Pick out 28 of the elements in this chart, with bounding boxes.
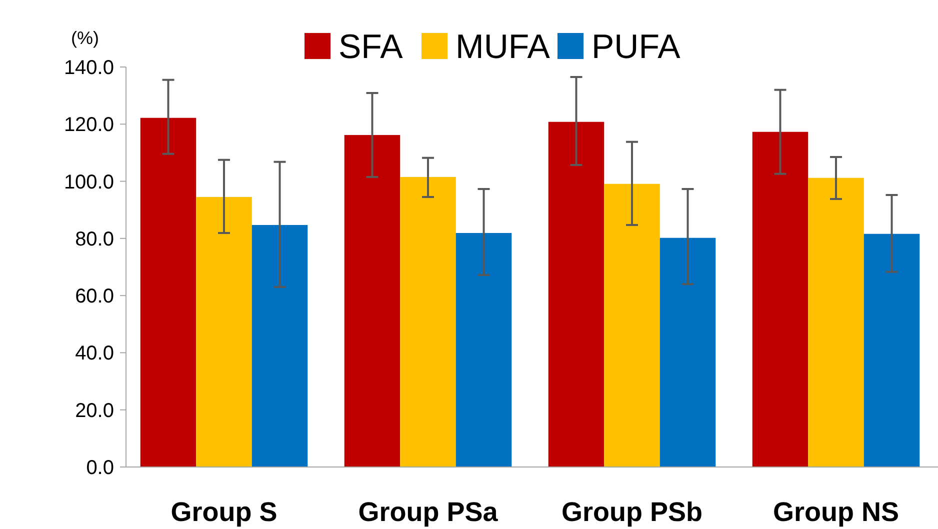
y-tick-label: 40.0 [75,342,114,365]
bar [548,122,604,467]
bar [752,132,808,467]
y-tick-label: 120.0 [64,114,114,136]
y-axis-title: (%) [71,28,99,48]
bar [400,177,456,467]
bar [252,225,308,467]
bar [604,184,660,467]
y-tick-label: 0.0 [86,457,114,479]
bar [864,234,920,467]
x-tick-label: Group NS [773,497,899,527]
y-tick-label: 100.0 [64,171,114,194]
legend-label: SFA [338,28,404,66]
x-tick-label: Group S [170,497,278,527]
bar [456,233,512,467]
y-tick-label: 20.0 [75,400,114,422]
legend-label: PUFA [592,28,681,66]
y-tick-label: 140.0 [64,57,114,79]
x-tick-label: Group PSb [562,497,702,527]
bar [140,118,196,467]
bar [344,135,400,467]
bar [808,178,864,467]
x-tick-label: Group PSa [358,497,499,527]
legend-label: MUFA [456,28,550,66]
bar [660,238,716,467]
bar [196,197,252,467]
y-tick-label: 80.0 [75,228,114,250]
y-tick-label: 60.0 [75,286,114,308]
